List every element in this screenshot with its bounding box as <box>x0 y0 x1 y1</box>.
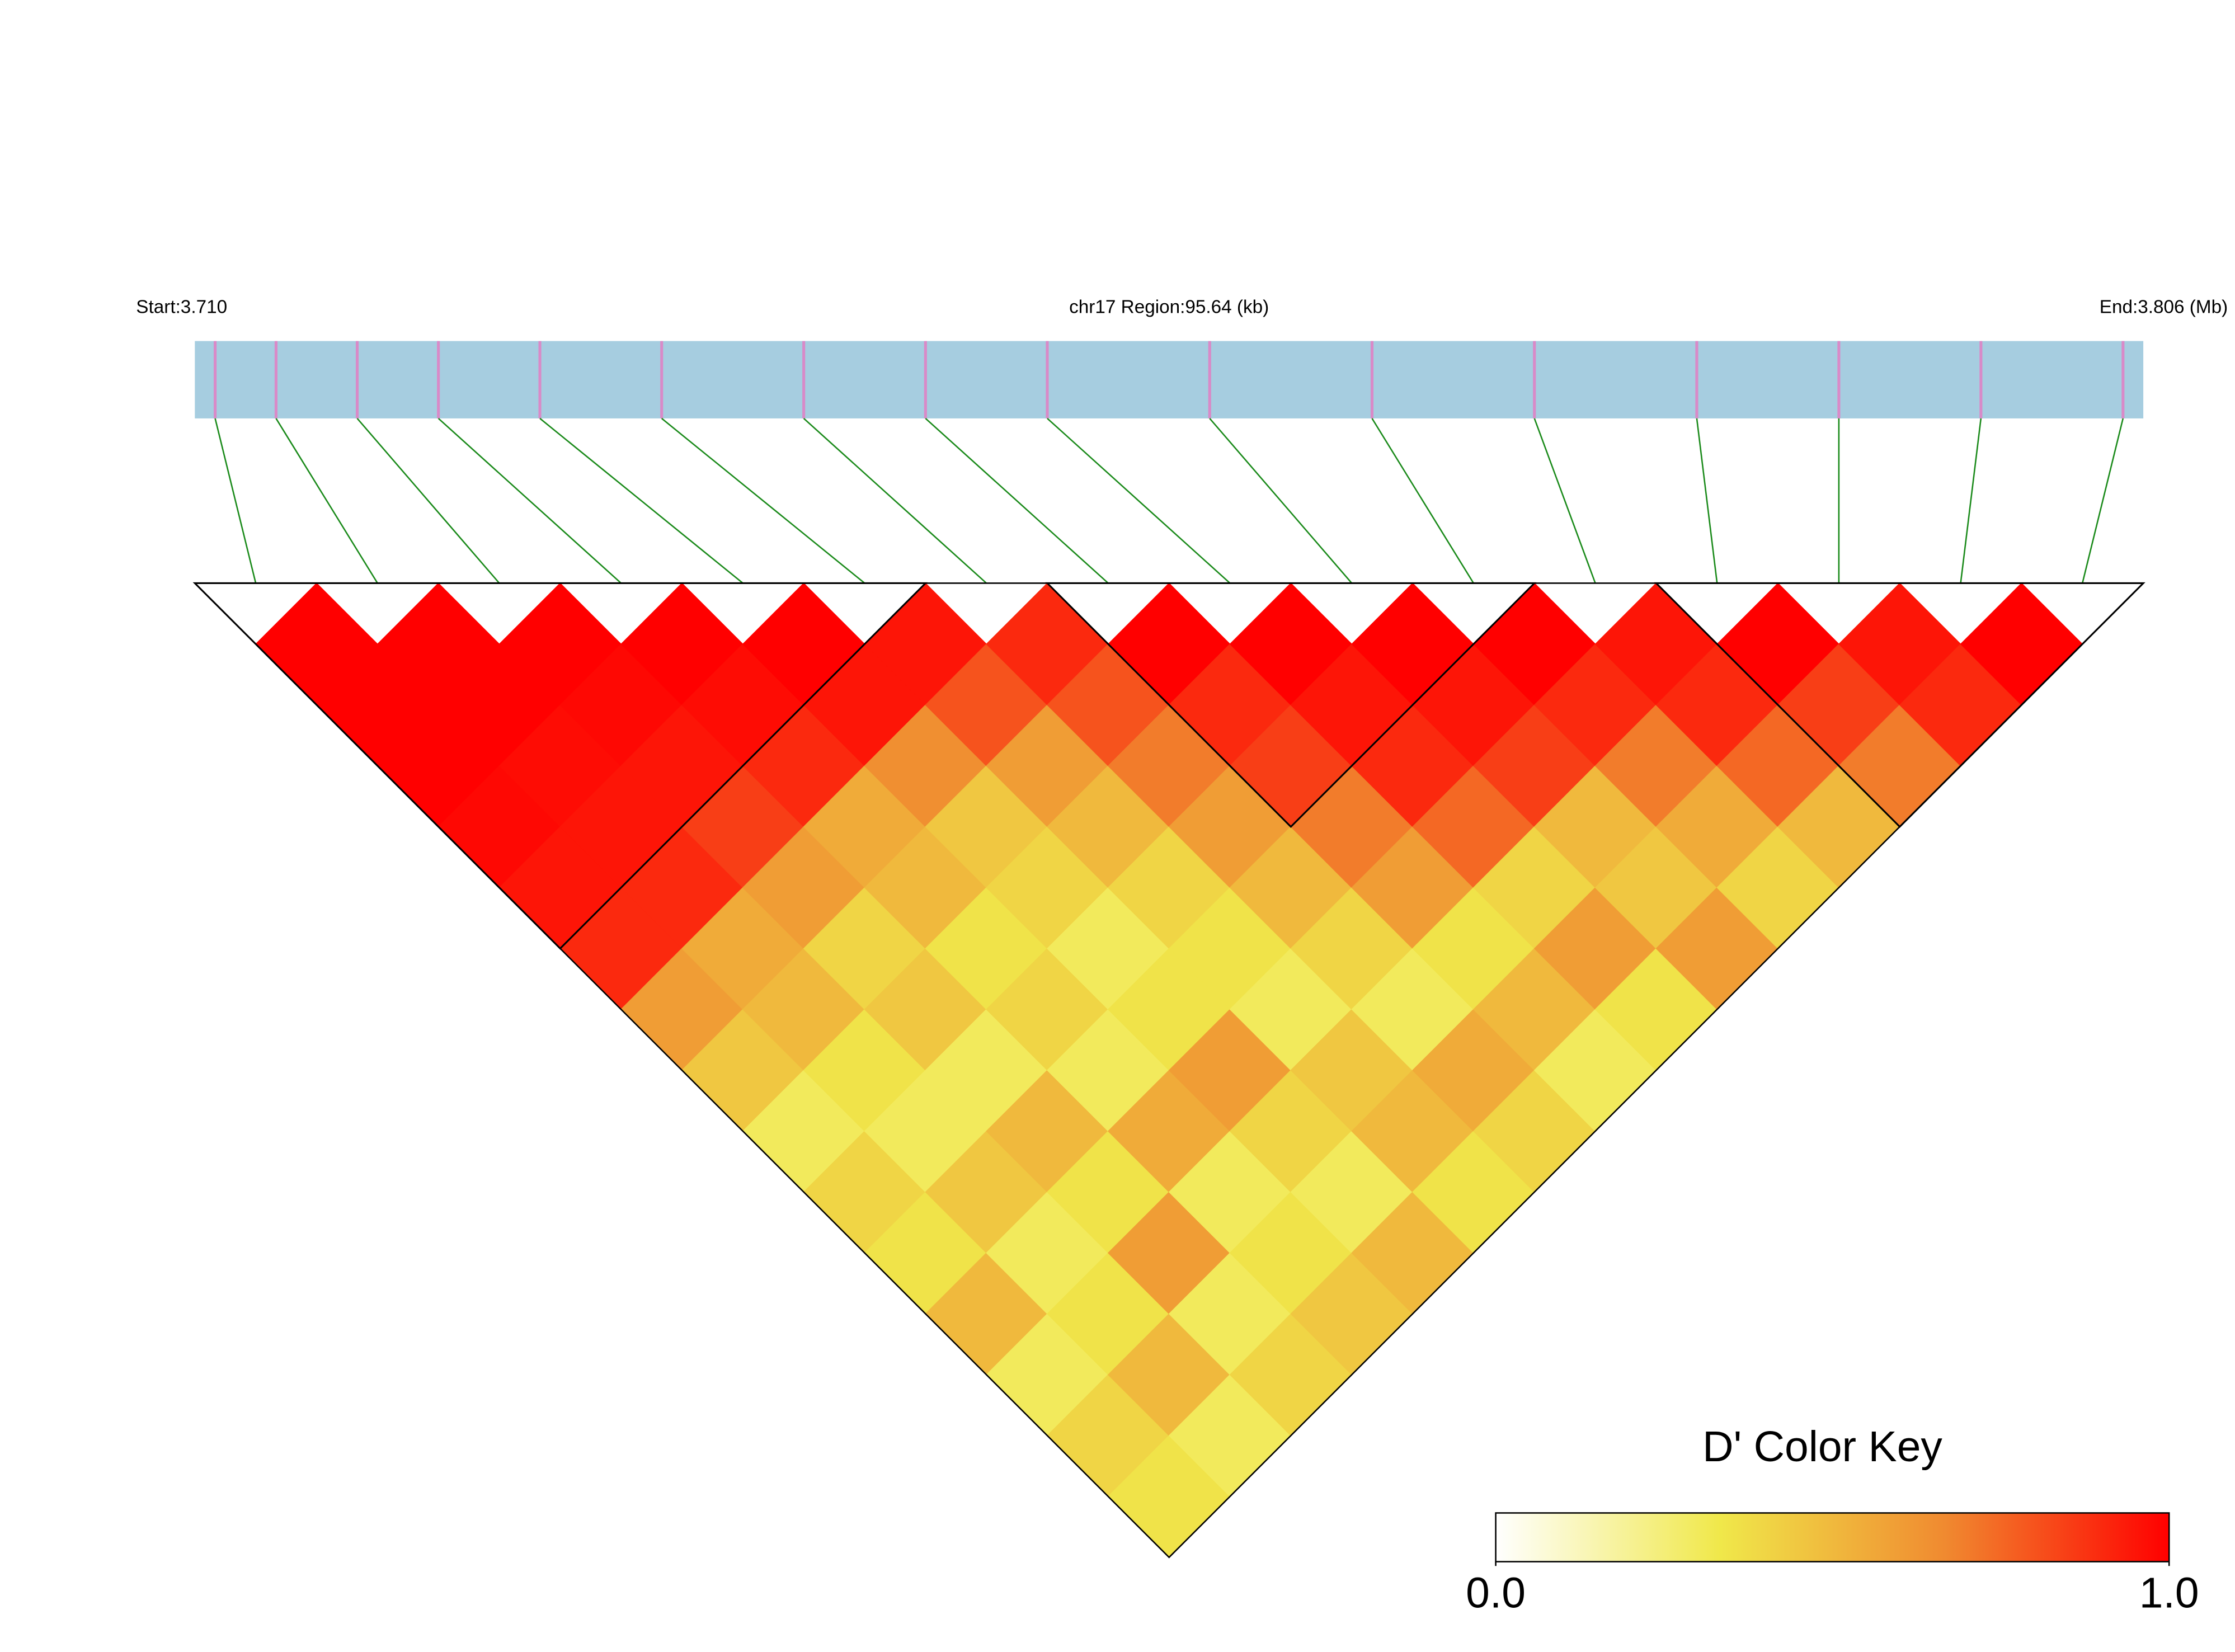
key-tick-label: 0.0 <box>1466 1569 1526 1617</box>
gene-bar <box>195 341 2144 418</box>
snp-connector <box>214 418 257 583</box>
snp-connector <box>925 417 1109 584</box>
snp-connector <box>437 417 622 584</box>
ld-block <box>1654 582 2145 828</box>
snp-connector <box>356 418 500 584</box>
color-key <box>1495 1512 2170 1562</box>
ld-block <box>1045 582 1537 828</box>
end-label: End:3.806 (Mb) <box>2100 297 2228 318</box>
snp-connector <box>1047 417 1231 584</box>
snp-connector <box>1533 418 1596 583</box>
snp-connector <box>1696 418 1718 583</box>
snp-connector <box>2082 418 2124 583</box>
snp-connector <box>661 417 865 584</box>
snp-connector <box>803 417 987 584</box>
snp-connector <box>275 418 378 584</box>
region-label: chr17 Region:95.64 (kb) <box>1069 297 1269 318</box>
ld-block <box>192 582 928 950</box>
snp-connector <box>1960 418 1982 583</box>
snp-connector <box>539 417 744 584</box>
snp-connector <box>1209 418 1353 584</box>
start-label: Start:3.710 <box>136 297 227 318</box>
snp-connector <box>1371 418 1474 584</box>
key-tick-label: 1.0 <box>2139 1569 2199 1617</box>
key-title: D' Color Key <box>1702 1423 1942 1471</box>
